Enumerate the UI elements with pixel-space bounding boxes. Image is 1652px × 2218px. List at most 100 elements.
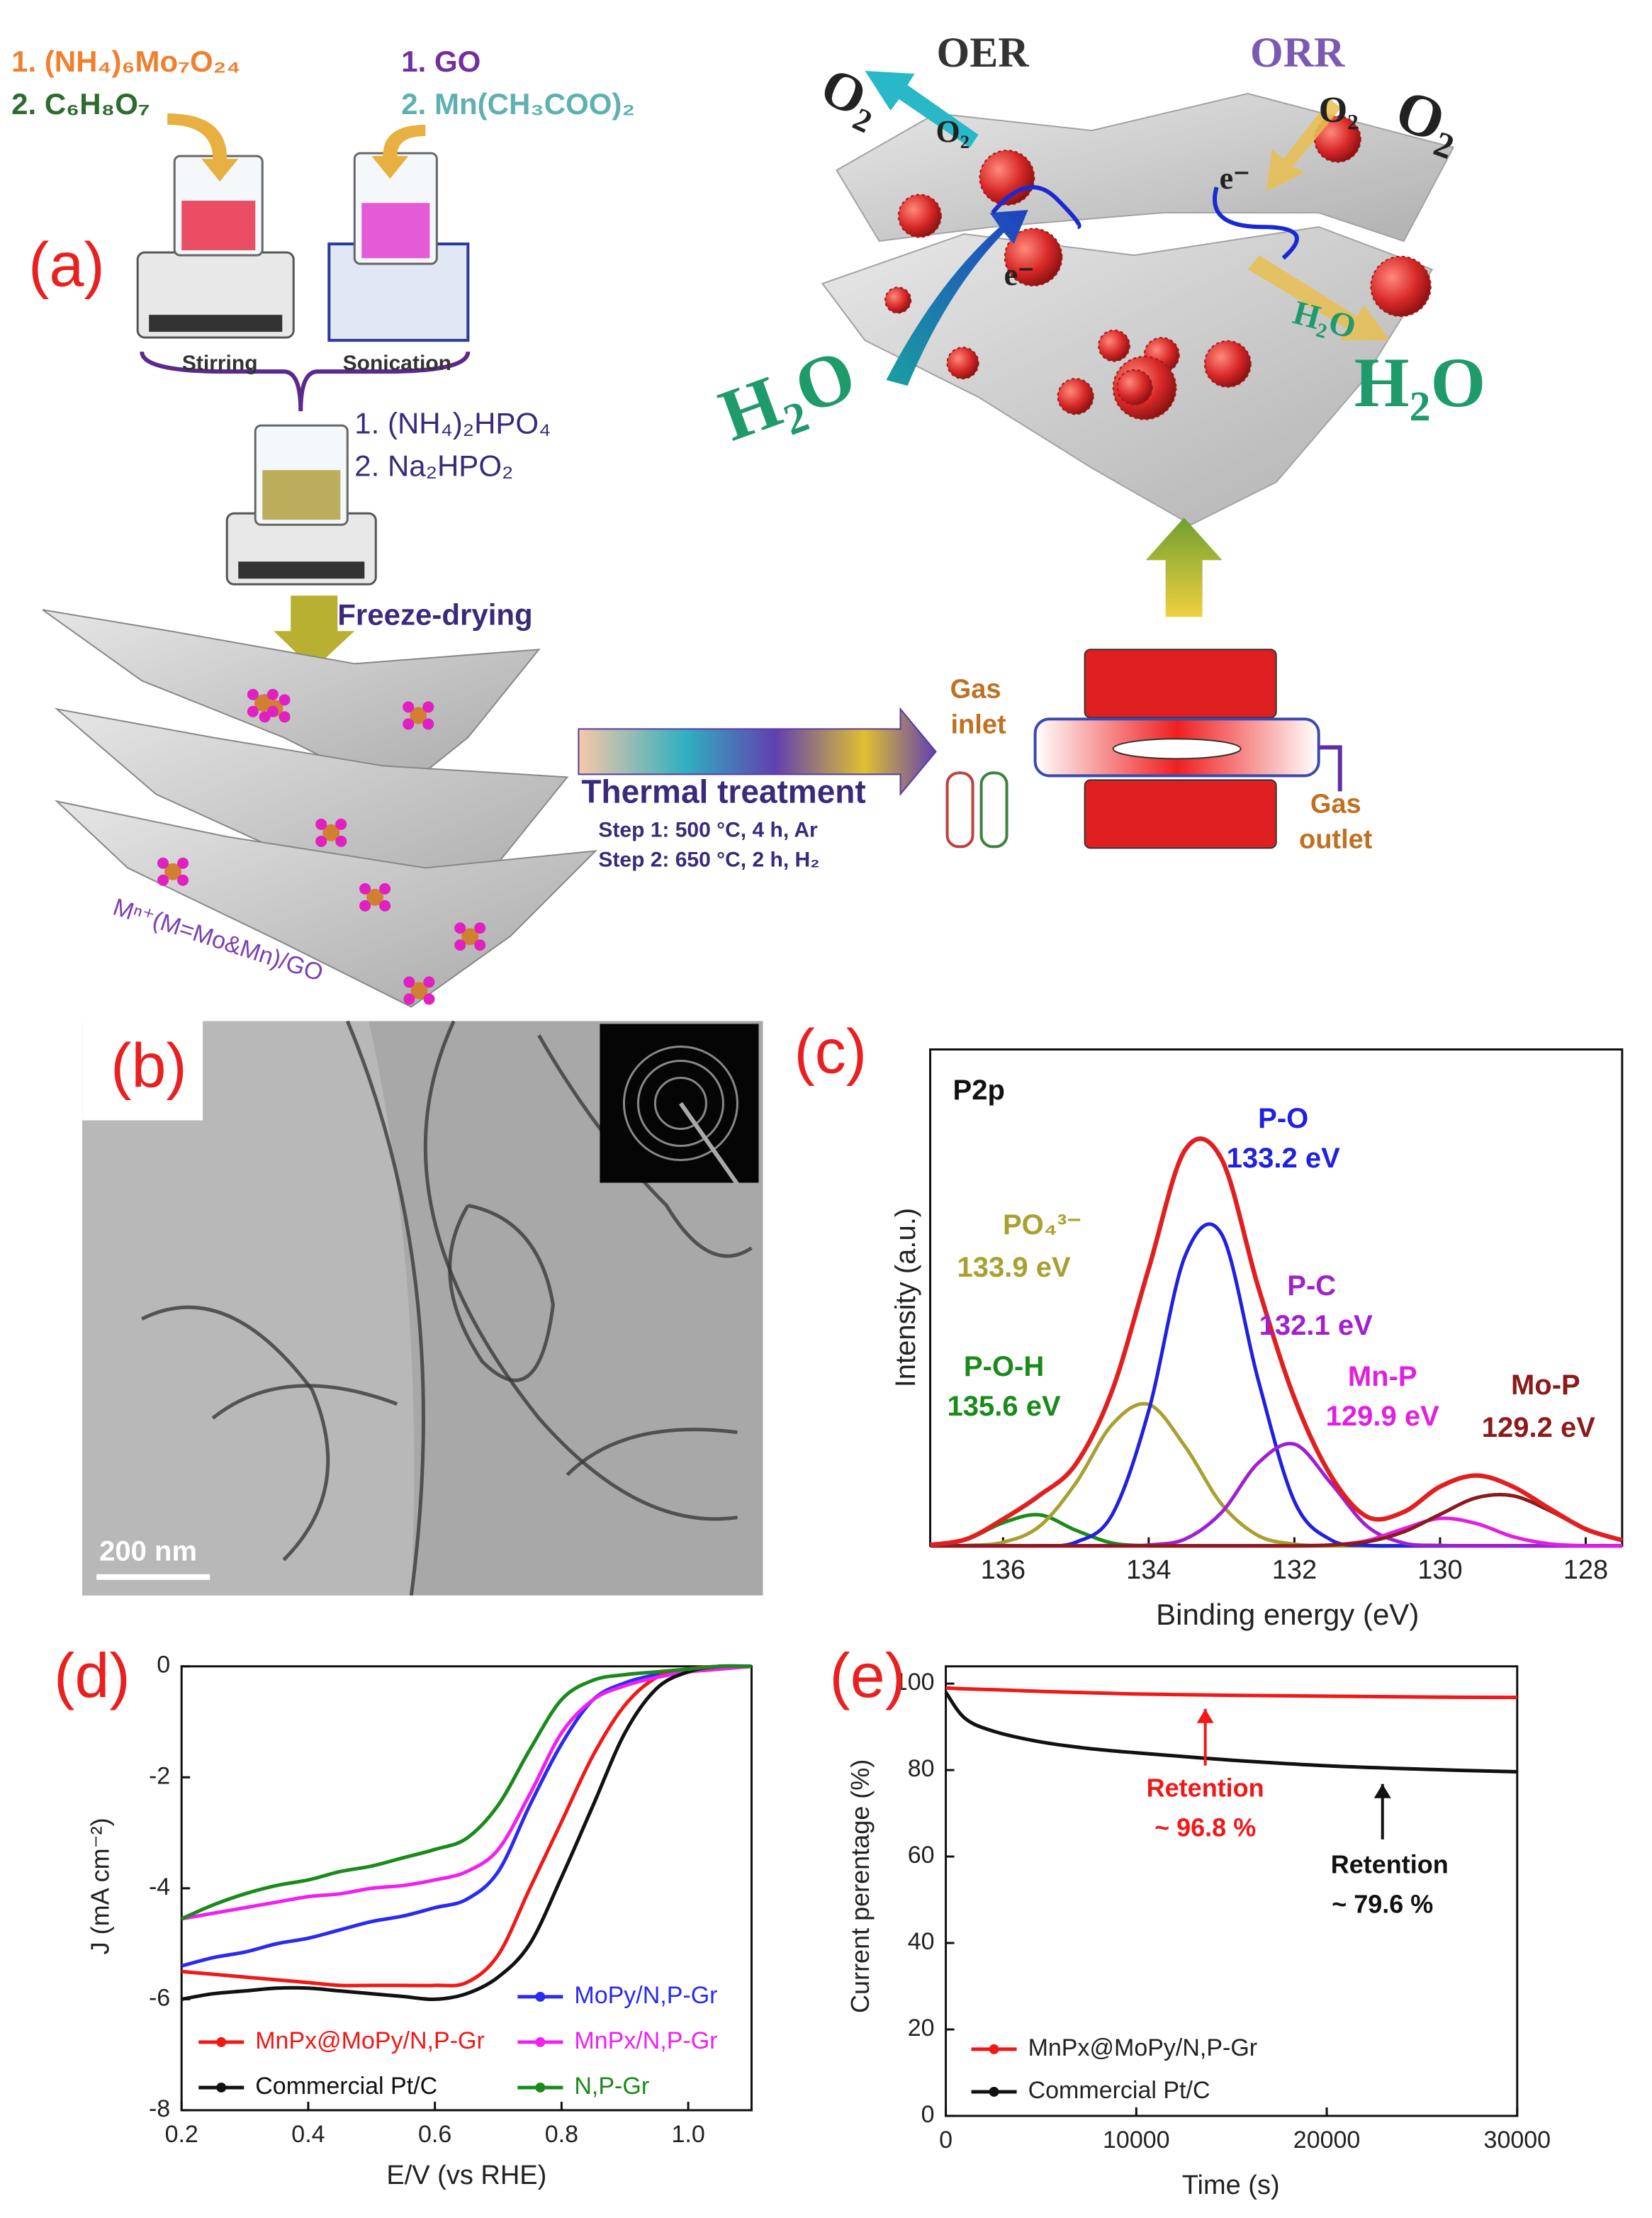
plot-frame — [945, 1665, 1519, 2117]
y-tick-label: 60 — [908, 1842, 935, 1869]
annotation: 129.2 eV — [1482, 1412, 1595, 1443]
label: OER — [937, 29, 1030, 76]
y-axis-label: Intensity (a.u.) — [890, 1208, 921, 1387]
legend-label: MnPx/N,P-Gr — [574, 2027, 717, 2054]
data-line — [945, 1686, 1517, 1700]
peak-label: Mo-P — [1511, 1370, 1580, 1401]
annotation: 133.2 eV — [1227, 1143, 1340, 1174]
arrow-o2-out — [865, 71, 979, 148]
legend-marker — [216, 2082, 227, 2093]
cluster-atom — [403, 976, 415, 988]
cluster-atom — [359, 883, 371, 895]
nanoparticle — [1116, 369, 1153, 406]
label: O₂ — [1319, 90, 1359, 130]
cluster-atom — [157, 874, 169, 886]
legend-marker — [989, 2086, 999, 2097]
cluster-atom — [422, 701, 434, 713]
arrow-o2-in — [1266, 99, 1342, 192]
nanoparticle — [1314, 115, 1361, 163]
annotation-arrowhead — [1373, 1783, 1391, 1798]
label: e⁻ — [1220, 161, 1250, 196]
graphene-sheet — [54, 800, 598, 1008]
x-tick-label: 0.2 — [165, 2121, 198, 2148]
cluster-atom — [403, 718, 415, 730]
label: Gas — [950, 674, 1001, 704]
bracket — [140, 351, 471, 412]
gas-cylinder — [945, 771, 974, 848]
legend-marker — [535, 1991, 546, 2002]
panel-label: (e) — [830, 1640, 906, 1710]
label: 1. (NH₄)₆Mo₇O₂₄ — [11, 45, 240, 78]
legend-marker — [535, 2082, 546, 2093]
legend-label: Commercial Pt/C — [1028, 2077, 1210, 2104]
peak-label: P-O — [1258, 1103, 1308, 1134]
electron-path — [1213, 186, 1299, 260]
tem-fold — [345, 1020, 425, 1596]
y-tick-label: 0 — [157, 1652, 170, 1679]
nanoparticle — [884, 286, 912, 314]
x-axis-label: E/V (vs RHE) — [386, 2161, 546, 2190]
arrow-h2o-out — [1247, 255, 1390, 341]
cluster-atom — [279, 694, 291, 706]
cluster-core — [410, 707, 427, 724]
nanoparticle — [1057, 378, 1094, 415]
annotation: 132.1 eV — [1259, 1310, 1373, 1341]
data-line — [181, 1664, 752, 2001]
sample-boat — [1112, 738, 1242, 760]
cluster-atom — [335, 835, 347, 847]
y-tick-label: 20 — [908, 2015, 935, 2041]
label: Sonication — [343, 352, 451, 375]
data-line — [181, 1664, 752, 1921]
annotation: Retention — [1147, 1773, 1264, 1802]
cluster-atom — [359, 900, 371, 912]
y-tick-label: 0 — [921, 2101, 935, 2128]
data-line — [181, 1664, 752, 1921]
annotation: 135.6 eV — [948, 1391, 1061, 1422]
cluster-atom — [379, 900, 391, 912]
annotation-arrowhead — [1196, 1708, 1214, 1723]
x-tick-label: 134 — [1126, 1555, 1171, 1585]
cluster-core — [164, 863, 182, 880]
y-tick-label: -6 — [149, 1984, 170, 2011]
x-tick-label: 30000 — [1484, 2127, 1551, 2153]
cluster-core — [366, 888, 384, 906]
label: H₂O — [1354, 343, 1486, 422]
cluster-atom — [266, 688, 279, 700]
cluster-atom — [157, 857, 169, 869]
tem-fold — [537, 1034, 753, 1258]
cluster-core — [410, 982, 428, 999]
x-axis-label: Time (s) — [1182, 2171, 1280, 2200]
electron-path — [991, 185, 1081, 230]
x-axis-label: Binding energy (eV) — [1156, 1598, 1419, 1631]
legend-label: MoPy/N,P-Gr — [574, 1982, 717, 2009]
cluster-atom — [423, 993, 435, 1005]
arrow-h2o-in — [886, 210, 1028, 386]
beam-stop — [678, 1102, 739, 1186]
label: e⁻ — [1004, 257, 1035, 292]
annotation: P2p — [953, 1075, 1005, 1106]
y-tick-label: -2 — [149, 1762, 170, 1789]
legend-marker — [989, 2044, 999, 2054]
peak-label: PO₄³⁻ — [1003, 1209, 1081, 1240]
y-axis-label: J (mA cm⁻²) — [86, 1817, 115, 1954]
label: 2. Mn(CH₃COO)₂ — [401, 87, 635, 121]
x-tick-label: 0 — [939, 2127, 953, 2153]
saed-inset — [600, 1024, 759, 1183]
cluster-atom — [379, 883, 391, 895]
scale-bar-label: 200 nm — [99, 1535, 197, 1567]
label: Step 1: 500 °C, 4 h, Ar — [598, 818, 818, 841]
saed-ring — [653, 1076, 707, 1131]
nanoparticle — [1098, 329, 1130, 362]
cluster-atom — [422, 718, 434, 730]
gas-line — [1318, 745, 1342, 792]
tem-film-edge — [82, 1021, 415, 1596]
furnace-top — [1084, 649, 1277, 719]
cluster-atom — [315, 835, 327, 847]
label: Step 2: 650 °C, 2 h, H₂ — [598, 848, 819, 871]
cluster-atom — [279, 711, 291, 723]
label: 1. (NH₄)₂HPO₄ — [354, 406, 551, 439]
cluster-atom — [403, 701, 415, 713]
legend-label: Commercial Pt/C — [255, 2073, 437, 2100]
graphene-sheet — [836, 93, 1455, 242]
